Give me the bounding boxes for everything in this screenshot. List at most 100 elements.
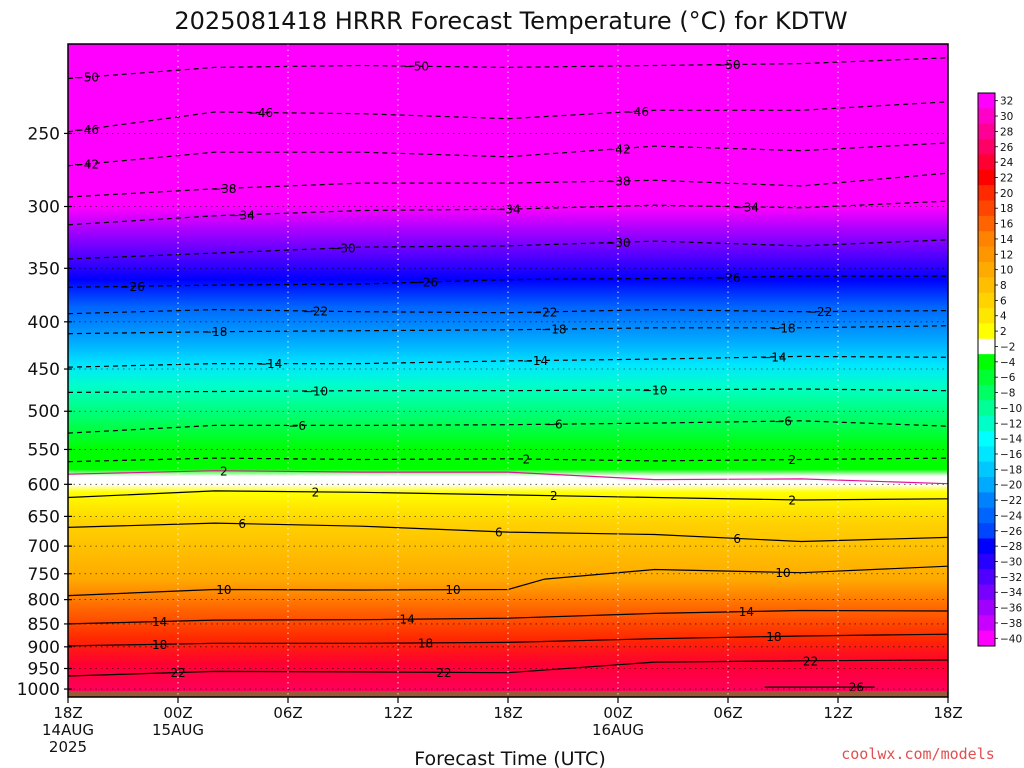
plot-area: −50−50 −50−46−46 −46−42−42−38−38−34 −34 −34−… [68, 44, 948, 697]
contour-label: 14 [152, 615, 167, 629]
colorbar-swatch [978, 261, 995, 278]
contour-label: 6 [495, 525, 503, 539]
y-tick-label: 600 [28, 475, 60, 495]
y-tick-label: 250 [28, 124, 60, 144]
contour-label: −18 [202, 325, 227, 339]
contour-label: −22 [303, 305, 328, 319]
contour-label: −38 [605, 174, 630, 188]
colorbar-frame [977, 92, 996, 647]
contour-label: −6 [774, 415, 792, 429]
contour-label: −6 [288, 419, 306, 433]
colorbar-label: 6 [1000, 295, 1007, 307]
contour-line [68, 490, 948, 501]
y-tick-label: 1000 [17, 680, 60, 700]
contour-label: −26 [715, 271, 740, 285]
colorbar-swatch [978, 108, 995, 125]
colorbar-swatch [978, 538, 995, 555]
contour-label: −46 [74, 123, 99, 137]
x-tick-label: 16AUG [592, 721, 644, 739]
contour-label: −18 [541, 323, 566, 337]
contour-label: 2 [523, 453, 531, 467]
y-tick-label: 650 [28, 507, 60, 527]
contour-label: 22 [436, 666, 451, 680]
contour-label: 18 [766, 630, 781, 644]
contour-label: −26 [413, 276, 438, 290]
x-tick-label: 2025 [49, 738, 87, 756]
contour-label: 2 [220, 464, 228, 478]
contour-label: −22 [807, 305, 832, 319]
colorbar-label: −6 [1000, 372, 1016, 384]
colorbar-swatch [978, 308, 995, 324]
colorbar-label: −8 [1000, 388, 1015, 400]
contour-label: −22 [532, 305, 557, 319]
contour-label: 2 [788, 493, 796, 507]
credit-link[interactable]: coolwx.com/models [841, 745, 995, 763]
colorbar-label: −2 [1000, 341, 1015, 353]
contour-line [68, 172, 948, 198]
contour-label: −14 [761, 350, 786, 364]
contour-line [68, 325, 948, 335]
x-tick-label: 14AUG [42, 721, 94, 739]
colorbar-label: −32 [1000, 572, 1022, 584]
y-tick-label: 700 [28, 537, 60, 557]
colorbar-swatch [978, 369, 995, 386]
colorbar-label: 24 [1000, 157, 1014, 169]
x-axis-title: Forecast Time (UTC) [414, 748, 605, 768]
colorbar-swatch [978, 599, 995, 616]
y-tick-label: 800 [28, 591, 60, 611]
contour-line [68, 388, 948, 393]
colorbar-label: −34 [1000, 587, 1022, 599]
contour-label: 26 [849, 681, 864, 695]
colorbar-label: 16 [1000, 219, 1014, 231]
colorbar-swatch [978, 630, 995, 647]
colorbar-swatch [978, 492, 995, 509]
x-tick-label: 06Z [273, 704, 302, 722]
y-tick-label: 950 [28, 660, 60, 680]
colorbar: 32 30 28 26 24 22 20 18 16 14 12 10 8 6 4 2 −2 −4 −6 −8 −10 −… [977, 92, 1022, 647]
colorbar-swatch [978, 323, 995, 340]
y-tick-label: 350 [28, 259, 60, 279]
colorbar-swatch [978, 615, 995, 632]
contour-line [68, 239, 948, 260]
colorbar-label: 18 [1000, 203, 1013, 215]
contour-label: 6 [733, 532, 741, 546]
contour-label: 6 [238, 517, 246, 531]
colorbar-label: 10 [1000, 265, 1013, 277]
contour-label: 10 [775, 566, 790, 580]
colorbar-label: 14 [1000, 234, 1014, 246]
colorbar-swatch [978, 553, 995, 570]
colorbar-swatch [978, 215, 995, 232]
temperature-field [68, 44, 948, 697]
contour-label: −46 [248, 106, 273, 120]
contour-label: 18 [152, 638, 167, 652]
y-tick-label: 850 [28, 615, 60, 635]
colorbar-label: −4 [1000, 357, 1016, 369]
colorbar-label: −30 [1000, 557, 1022, 569]
contour-label: −42 [74, 158, 99, 172]
contour-label: 22 [170, 666, 185, 680]
x-tick-label: 18Z [53, 704, 82, 722]
contour-label: −46 [624, 105, 649, 119]
x-tick-label: 15AUG [152, 721, 204, 739]
chart-title: 2025081418 HRRR Forecast Temperature (°C… [174, 7, 847, 35]
colorbar-label: 22 [1000, 172, 1013, 184]
colorbar-swatch [978, 93, 995, 109]
colorbar-label: 4 [1000, 311, 1007, 323]
contour-label: −14 [257, 357, 282, 371]
colorbar-swatch [978, 338, 995, 355]
colorbar-label: 8 [1000, 280, 1007, 292]
colorbar-label: −26 [1000, 526, 1022, 538]
contour-line [68, 355, 948, 368]
contour-label: −14 [523, 354, 548, 368]
colorbar-swatch [978, 415, 995, 432]
contour-label: −10 [303, 384, 328, 398]
x-tick-label: 18Z [933, 704, 962, 722]
contour-line [68, 659, 948, 677]
colorbar-label: 26 [1000, 142, 1014, 154]
contour-label: 10 [216, 583, 231, 597]
y-tick-label: 300 [28, 198, 60, 218]
colorbar-swatch [978, 231, 995, 248]
colorbar-swatch [978, 400, 995, 416]
contour-line [68, 633, 948, 647]
colorbar-swatch [978, 384, 995, 401]
